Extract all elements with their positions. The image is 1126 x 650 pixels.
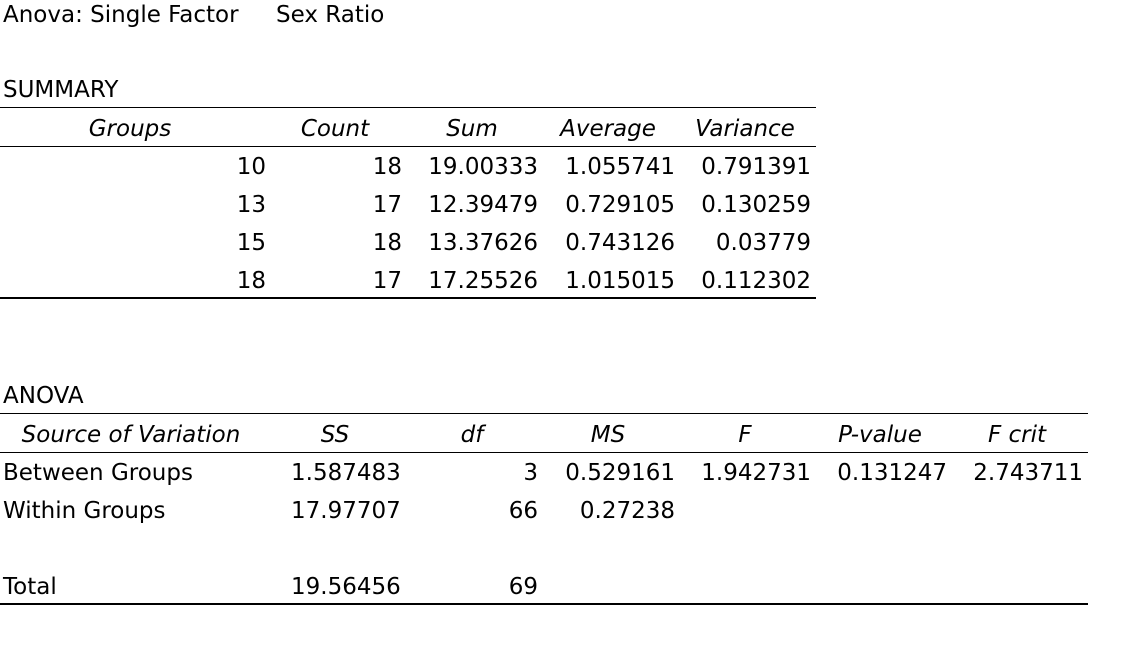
summary-cell-count: 18 — [372, 154, 402, 180]
anova-cell-df: 69 — [508, 574, 538, 600]
summary-cell-variance: 0.03779 — [715, 230, 811, 256]
anova-header-f: F — [738, 422, 752, 448]
summary-header-average: Average — [560, 116, 656, 142]
summary-header-rule — [0, 146, 816, 147]
summary-header-count: Count — [300, 116, 370, 142]
anova-cell-f-crit: 2.743711 — [973, 460, 1083, 486]
summary-cell-group: 15 — [236, 230, 266, 256]
summary-top-rule — [0, 107, 816, 108]
anova-header-ss: SS — [320, 422, 350, 448]
anova-cell-ms: 0.27238 — [579, 498, 675, 524]
anova-cell-source: Within Groups — [3, 498, 166, 524]
anova-cell-df: 66 — [508, 498, 538, 524]
anova-top-rule — [0, 413, 1088, 414]
summary-cell-count: 17 — [372, 268, 402, 294]
summary-label: SUMMARY — [3, 77, 119, 103]
summary-cell-variance: 0.112302 — [701, 268, 811, 294]
summary-cell-average: 0.729105 — [565, 192, 675, 218]
summary-cell-sum: 12.39479 — [428, 192, 538, 218]
anova-cell-ss: 17.97707 — [291, 498, 401, 524]
anova-header-source: Source of Variation — [21, 422, 241, 448]
summary-cell-sum: 17.25526 — [428, 268, 538, 294]
anova-header-df: df — [460, 422, 484, 448]
anova-header-ms: MS — [590, 422, 626, 448]
summary-cell-sum: 19.00333 — [428, 154, 538, 180]
anova-label: ANOVA — [3, 383, 84, 409]
anova-cell-df: 3 — [523, 460, 538, 486]
summary-cell-sum: 13.37626 — [428, 230, 538, 256]
anova-header-f-crit: F crit — [987, 422, 1047, 448]
summary-cell-variance: 0.791391 — [701, 154, 811, 180]
summary-cell-count: 17 — [372, 192, 402, 218]
anova-cell-ms: 0.529161 — [565, 460, 675, 486]
anova-header-p-value: P-value — [838, 422, 922, 448]
summary-cell-group: 18 — [236, 268, 266, 294]
anova-cell-source: Total — [3, 574, 57, 600]
summary-cell-group: 10 — [236, 154, 266, 180]
summary-cell-group: 13 — [236, 192, 266, 218]
report-title: Anova: Single Factor — [3, 2, 239, 28]
anova-cell-p-value: 0.131247 — [837, 460, 947, 486]
anova-cell-ss: 19.56456 — [291, 574, 401, 600]
summary-header-sum: Sum — [446, 116, 498, 142]
anova-cell-source: Between Groups — [3, 460, 193, 486]
summary-cell-average: 1.015015 — [565, 268, 675, 294]
summary-cell-average: 0.743126 — [565, 230, 675, 256]
anova-cell-f: 1.942731 — [701, 460, 811, 486]
summary-cell-count: 18 — [372, 230, 402, 256]
summary-cell-variance: 0.130259 — [701, 192, 811, 218]
summary-bottom-rule — [0, 297, 816, 299]
anova-cell-ss: 1.587483 — [291, 460, 401, 486]
report-subtitle: Sex Ratio — [276, 2, 385, 28]
anova-header-rule — [0, 452, 1088, 453]
summary-cell-average: 1.055741 — [565, 154, 675, 180]
summary-header-groups: Groups — [88, 116, 172, 142]
summary-header-variance: Variance — [695, 116, 795, 142]
anova-bottom-rule — [0, 603, 1088, 605]
